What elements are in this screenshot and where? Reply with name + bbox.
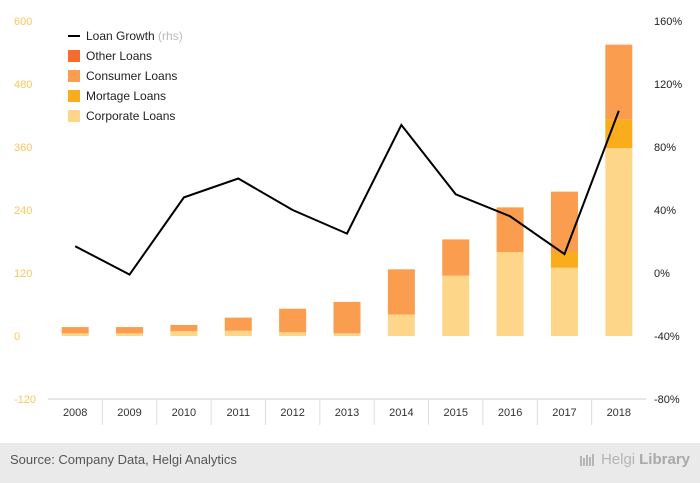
x-tick-label: 2013 xyxy=(335,407,359,419)
legend-swatch xyxy=(68,70,80,82)
y-left-tick-label: 0 xyxy=(14,331,20,343)
bar-corporate-loans xyxy=(116,333,144,336)
bar-corporate-loans xyxy=(279,332,307,336)
y-right-tick-label: -80% xyxy=(654,394,680,406)
brand-bold: Library xyxy=(639,451,690,468)
legend-label: Corporate Loans xyxy=(86,109,175,123)
x-tick-label: 2011 xyxy=(226,407,250,419)
y-left-tick-label: 480 xyxy=(14,79,32,91)
bar-consumer-loans xyxy=(442,239,470,276)
y-left-tick-label: 600 xyxy=(14,16,32,28)
bar-corporate-loans xyxy=(61,333,89,336)
x-tick-label: 2014 xyxy=(389,407,413,419)
x-tick-label: 2010 xyxy=(172,407,196,419)
bar-consumer-loans xyxy=(387,269,415,315)
legend-swatch xyxy=(68,110,80,122)
y-right-tick-label: 120% xyxy=(654,79,682,91)
footer: Source: Company Data, Helgi Analytics He… xyxy=(0,443,700,483)
y-right-tick-label: 40% xyxy=(654,205,676,217)
x-tick-label: 2016 xyxy=(498,407,522,419)
legend-label: Consumer Loans xyxy=(86,69,177,83)
bar-consumer-loans xyxy=(333,301,361,334)
chart: -120 0 120 240 360 480 600 -80% -40% 0% 40% 80% 120%… xyxy=(14,16,682,425)
y-right-tick-label: -40% xyxy=(654,331,680,343)
y-left-tick-label: 240 xyxy=(14,205,32,217)
x-tick-label: 2008 xyxy=(63,407,87,419)
library-icon xyxy=(579,453,594,466)
y-left-tick-label: 360 xyxy=(14,142,32,154)
bar-consumer-loans xyxy=(116,327,144,334)
bar-consumer-loans xyxy=(496,207,524,252)
bar-corporate-loans xyxy=(496,252,524,336)
bar-corporate-loans xyxy=(170,331,198,336)
legend-swatch xyxy=(68,90,80,102)
bar-corporate-loans xyxy=(333,333,361,336)
bar-corporate-loans xyxy=(224,330,252,336)
bar-mortage-loans xyxy=(550,252,578,268)
line-loan-growth xyxy=(74,110,620,276)
legend-label: Other Loans xyxy=(86,49,152,63)
bar-corporate-loans xyxy=(387,314,415,336)
legend-swatch xyxy=(68,50,80,62)
x-tick-label: 2009 xyxy=(117,407,141,419)
brand-light: Helgi xyxy=(600,451,636,468)
bar-consumer-loans xyxy=(279,308,307,333)
x-tick-label: 2012 xyxy=(280,407,304,419)
helgi-library-logo: Helgi Library xyxy=(579,451,690,468)
y-right-tick-label: 80% xyxy=(654,142,676,154)
y-right-tick-label: 0% xyxy=(654,268,670,280)
legend-label: Loan Growth (rhs) xyxy=(86,29,183,43)
bar-corporate-loans xyxy=(605,148,633,336)
bar-consumer-loans xyxy=(61,327,89,334)
bar-consumer-loans xyxy=(170,324,198,332)
y-right-tick-label: 160% xyxy=(654,16,682,28)
bar-consumer-loans xyxy=(224,317,252,331)
y-left-tick-label: -120 xyxy=(14,394,36,406)
y-left-tick-label: 120 xyxy=(14,268,32,280)
source-note: Source: Company Data, Helgi Analytics xyxy=(10,452,237,467)
x-tick-label: 2018 xyxy=(607,407,631,419)
bar-consumer-loans xyxy=(605,44,633,120)
bar-corporate-loans xyxy=(550,267,578,336)
legend-suffix: (rhs) xyxy=(155,29,183,43)
x-tick-label: 2017 xyxy=(552,407,576,419)
bar-consumer-loans xyxy=(550,191,578,252)
bar-corporate-loans xyxy=(442,275,470,336)
x-tick-label: 2015 xyxy=(443,407,467,419)
legend-label: Mortage Loans xyxy=(86,89,166,103)
